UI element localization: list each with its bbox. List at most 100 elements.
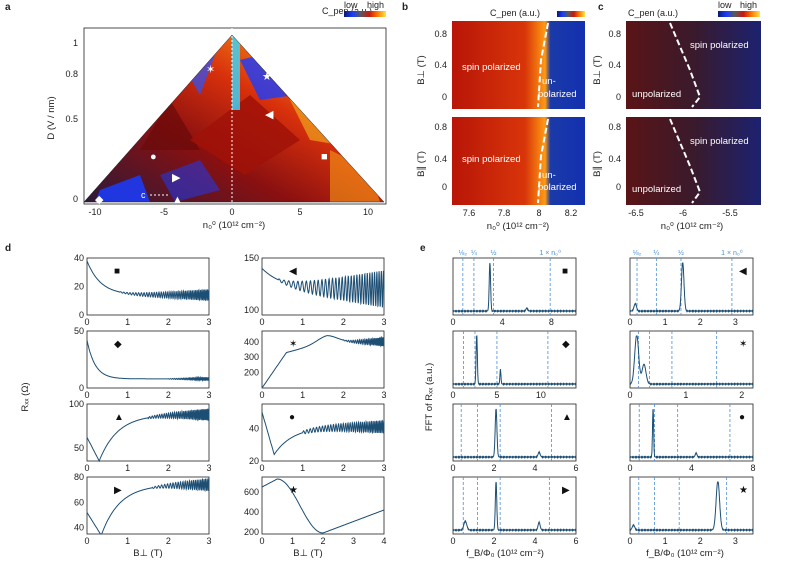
- e-ylabel: FFT of Rₓₓ (a.u.): [424, 363, 435, 431]
- d-xtick: 3: [381, 463, 386, 473]
- e-xtick: 3: [733, 536, 738, 546]
- e-xtick: 2: [698, 536, 703, 546]
- panel-c-colorbar: C_pen (a.u.) low high: [628, 0, 760, 18]
- c-top-upper: spin polarized: [690, 40, 749, 51]
- cut-label-c: c: [141, 190, 146, 200]
- b-ytick: 0: [442, 92, 447, 102]
- d-marker: ◆: [114, 339, 122, 350]
- d-subplot: 0 1 2 3 0 20 40 ■: [74, 253, 212, 327]
- panel-b-axes: 0 0.4 0.8 0 0.4 0.8 B⊥ (T) B∥ (T) 7.6 7.…: [416, 29, 577, 232]
- e-series-line: [452, 481, 577, 533]
- e-series-line: [629, 408, 754, 460]
- e-xtick: 2: [491, 536, 496, 546]
- d-marker: ◀: [289, 266, 297, 277]
- e-xtick: 8: [750, 463, 755, 473]
- d-subplot: 0 1 2 3 100 150 ◀: [244, 253, 387, 327]
- d-xtick: 0: [84, 317, 89, 327]
- c-xtick: -6.5: [628, 208, 644, 218]
- e-series-line: [629, 262, 754, 314]
- a-ytick: 0: [73, 194, 78, 204]
- e-xtick: 8: [549, 317, 554, 327]
- d-xtick: 0: [84, 390, 89, 400]
- c-colorbar-title: C_pen (a.u.): [628, 8, 678, 18]
- e-xtick: 2: [698, 317, 703, 327]
- cut-label-b: b: [339, 124, 344, 134]
- d-ytick: 20: [249, 456, 259, 466]
- a-ytick: 0.8: [65, 69, 78, 79]
- d-axes-frame: [261, 476, 385, 535]
- d-axes-frame: [261, 330, 385, 389]
- panel-a-axes: -10 -5 0 5 10 0 0.5 0.8 1 n₀⁰ (10¹² cm⁻²…: [46, 38, 373, 231]
- c-ytick: 0: [616, 182, 621, 192]
- c-ytick: 0.4: [608, 60, 621, 70]
- a-ytick: 1: [73, 38, 78, 48]
- e-series-line: [452, 335, 577, 387]
- d-xtick: 1: [125, 317, 130, 327]
- c-top-lower: unpolarized: [632, 89, 681, 100]
- c-ytick: 0.4: [608, 154, 621, 164]
- e-series-line: [452, 408, 577, 460]
- d-xtick: 2: [320, 536, 325, 546]
- d-ytick: 50: [74, 326, 84, 336]
- b-bottom-polarized-2: polarized: [538, 182, 577, 193]
- e-xtick: 0: [450, 536, 455, 546]
- e-axes-frame: [452, 257, 577, 316]
- d-subplot: 0 1 2 3 4 200 400 600 ★: [244, 476, 387, 546]
- d-xtick: 1: [300, 463, 305, 473]
- panel-b-label: b: [402, 2, 408, 13]
- b-xtick: 8.2: [565, 208, 578, 218]
- d-xtick: 1: [290, 536, 295, 546]
- e-xtick: 2: [739, 390, 744, 400]
- d-xtick: 0: [84, 463, 89, 473]
- d-xtick: 0: [259, 536, 264, 546]
- d-xtick: 3: [381, 390, 386, 400]
- e-xtick: 10: [536, 390, 546, 400]
- marker-square: ■: [321, 151, 328, 163]
- d-ytick: 20: [74, 282, 84, 292]
- a-ytick: 0.5: [65, 114, 78, 124]
- e-xtick: 3: [733, 317, 738, 327]
- a-xlabel: n₀⁰ (10¹² cm⁻²): [203, 220, 265, 231]
- b-xtick: 7.8: [498, 208, 511, 218]
- d-xtick: 1: [125, 390, 130, 400]
- marker-asterisk: ✶: [206, 64, 215, 76]
- panel-b-colorbar-title: C_pen (a.u.): [490, 8, 540, 18]
- e-axes-frame: [629, 330, 754, 389]
- panel-b-colorbar: [557, 11, 585, 17]
- e-subplot: 0 1 2 3 ★: [627, 476, 754, 546]
- d-ytick: 200: [244, 368, 259, 378]
- d-xtick: 2: [341, 390, 346, 400]
- e-subplot: 0 2 4 6 ▲: [450, 403, 579, 473]
- d-subplot: 0 1 2 3 0 50 ◆: [74, 326, 212, 400]
- d-ytick: 400: [244, 507, 259, 517]
- d-ytick: 200: [244, 527, 259, 537]
- d-xtick: 1: [300, 390, 305, 400]
- d-xtick: 1: [125, 463, 130, 473]
- d-ytick: 100: [244, 305, 259, 315]
- panel-d-label: d: [5, 243, 11, 254]
- d-ytick: 80: [74, 472, 84, 482]
- e-marker: ▲: [562, 412, 572, 423]
- panel-c-maps: spin polarized unpolarized spin polarize…: [626, 21, 761, 205]
- d-xtick: 1: [300, 317, 305, 327]
- c-xlabel: n₀⁰ (10¹² cm⁻²): [661, 221, 723, 232]
- d-subplot: 0 1 2 3 40 60 80 ▶: [74, 472, 212, 546]
- e-marker: ◀: [739, 266, 747, 277]
- d-subplot: 0 1 2 3 200 300 400 ✶: [244, 330, 387, 400]
- e-series-line: [629, 335, 754, 387]
- b-ytick: 0.8: [434, 122, 447, 132]
- e-series-line: [629, 481, 754, 533]
- d-xlabel-right: B⊥ (T): [293, 548, 322, 559]
- d-xtick: 0: [84, 536, 89, 546]
- marker-star: ★: [262, 71, 272, 83]
- e-fraction-label: ½: [491, 249, 497, 257]
- e-fraction-label: ⅛₂: [459, 250, 468, 257]
- b-ytick: 0.4: [434, 154, 447, 164]
- d-marker: ▲: [114, 412, 124, 423]
- e-xtick: 0: [627, 463, 632, 473]
- e-fraction-label: 1 × n₀⁰: [539, 249, 561, 257]
- e-fraction-label: ⅛₂: [633, 250, 642, 257]
- d-ytick: 0: [79, 310, 84, 320]
